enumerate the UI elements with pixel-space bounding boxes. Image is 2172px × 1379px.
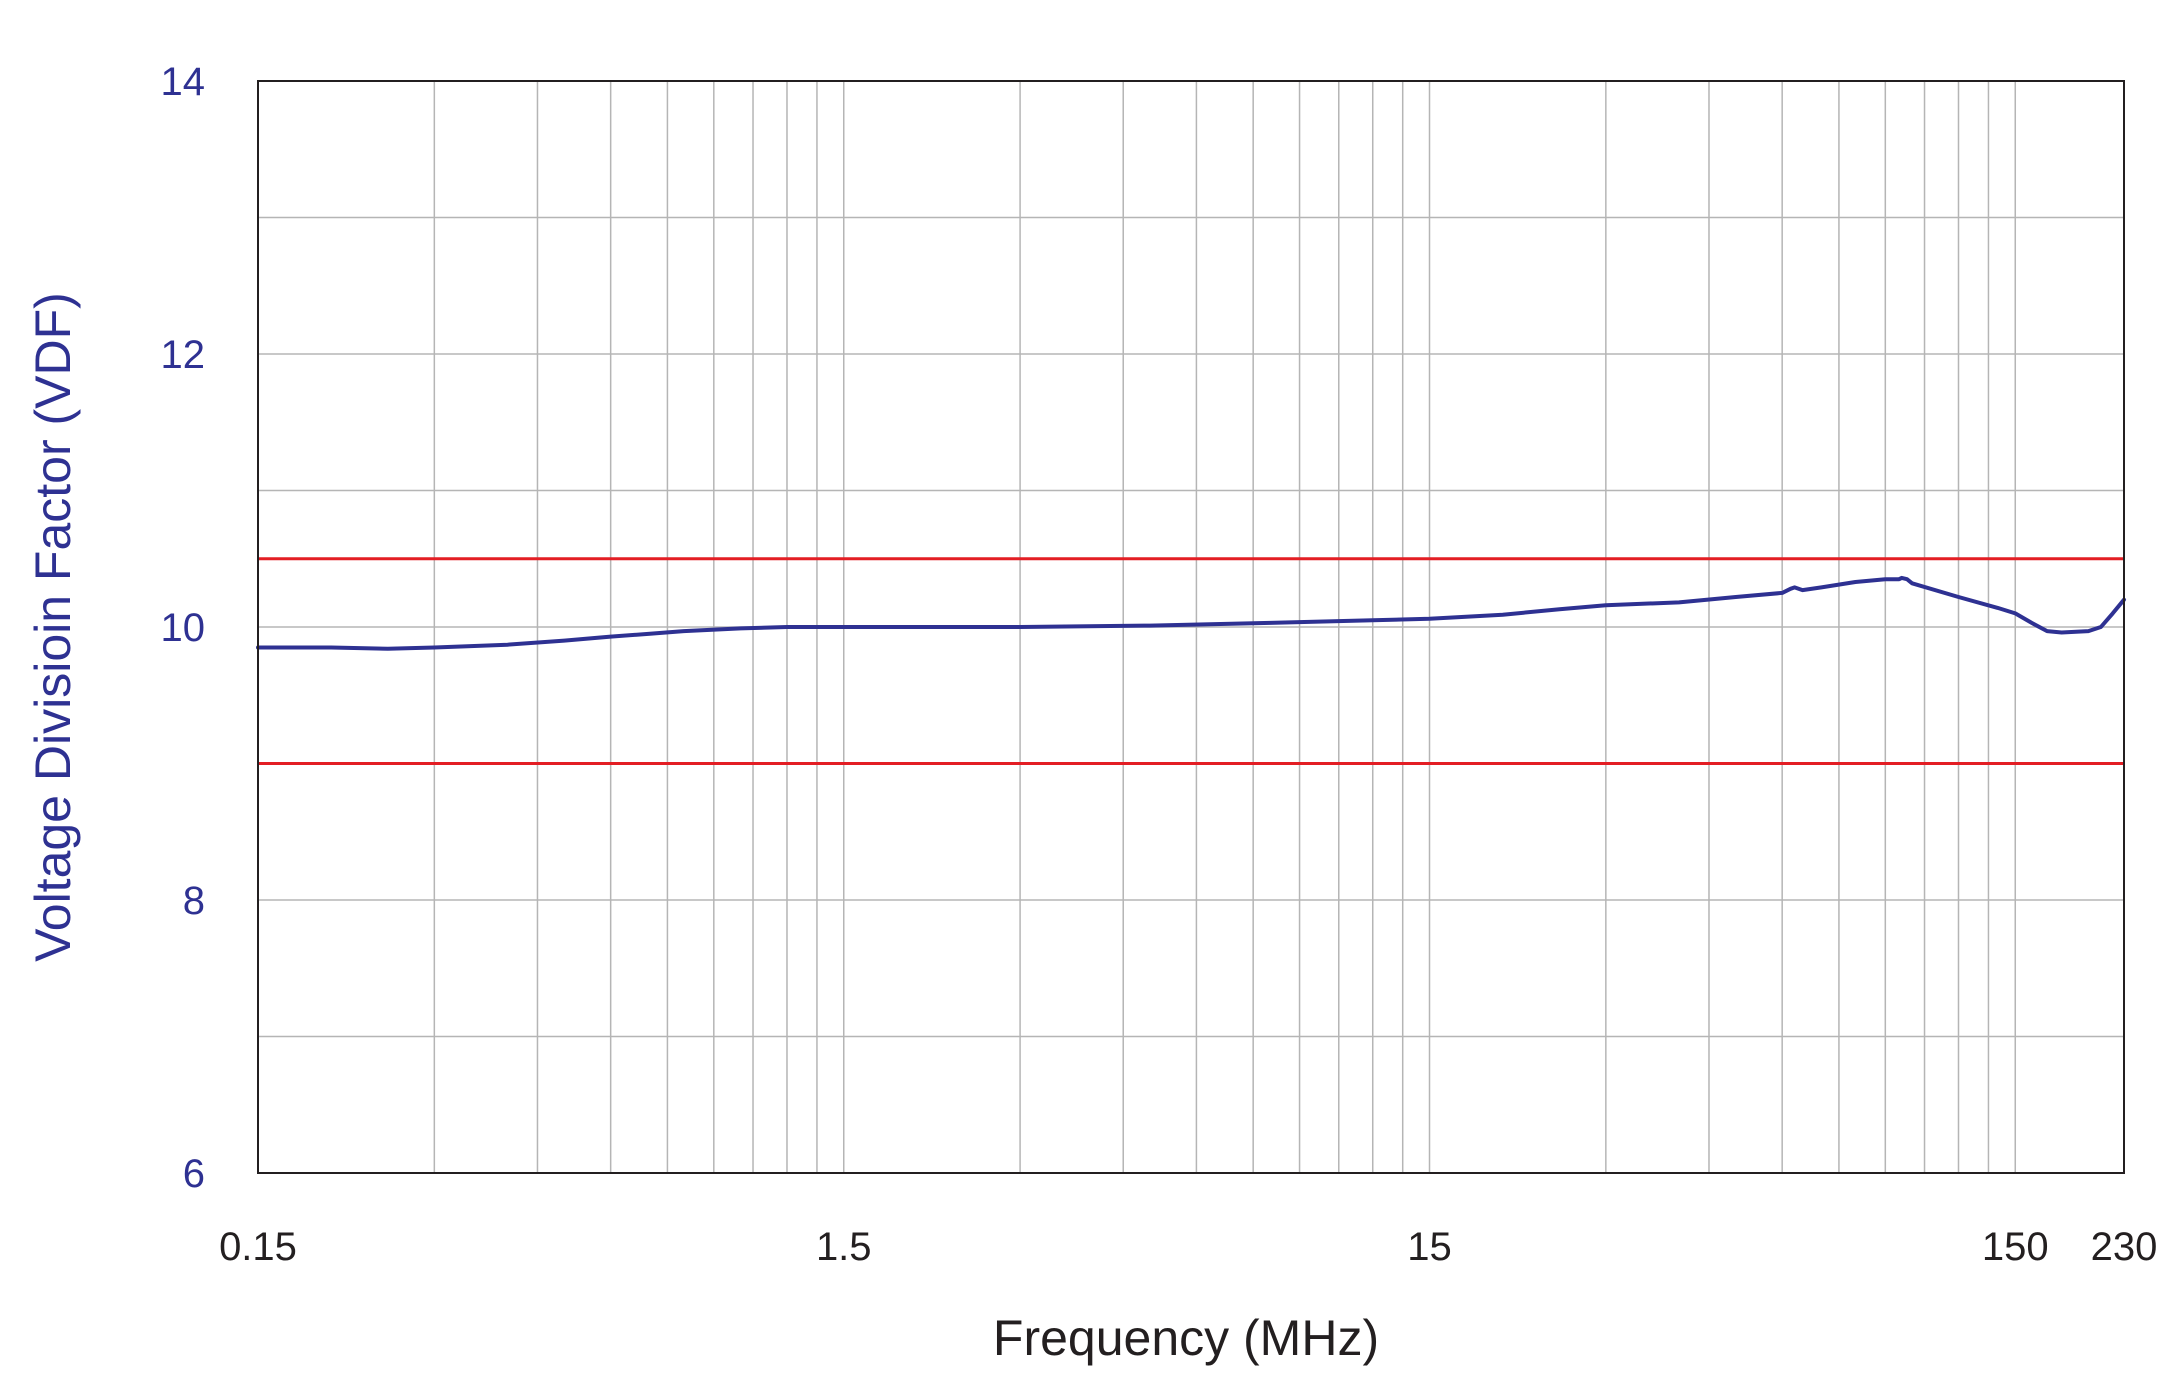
plot-frame [257,80,2125,1174]
y-tick-label: 14 [161,60,206,104]
limit-lines [258,557,2124,765]
y-tick-label: 8 [183,879,205,923]
y-tick-label: 10 [161,606,206,650]
series-layer [256,575,2126,651]
x-tick-label: 15 [1407,1225,1452,1269]
y-axis-title: Voltage Divisioin Factor (VDF) [25,292,81,962]
series-line-vdf [256,575,2126,651]
x-tick-label: 1.5 [816,1225,872,1269]
y-tick-label: 6 [183,1152,205,1196]
x-tick-labels: 0.15 1.5 15 150 230 [219,1225,2157,1269]
axis-layer [257,80,2125,1174]
x-tick-label: 0.15 [219,1225,297,1269]
x-axis-title: Frequency (MHz) [993,1310,1379,1366]
x-tick-label: 150 [1982,1225,2049,1269]
y-tick-label: 12 [161,333,206,377]
x-tick-label: 230 [2091,1225,2158,1269]
y-tick-labels: 6 8 10 12 14 [161,60,206,1196]
